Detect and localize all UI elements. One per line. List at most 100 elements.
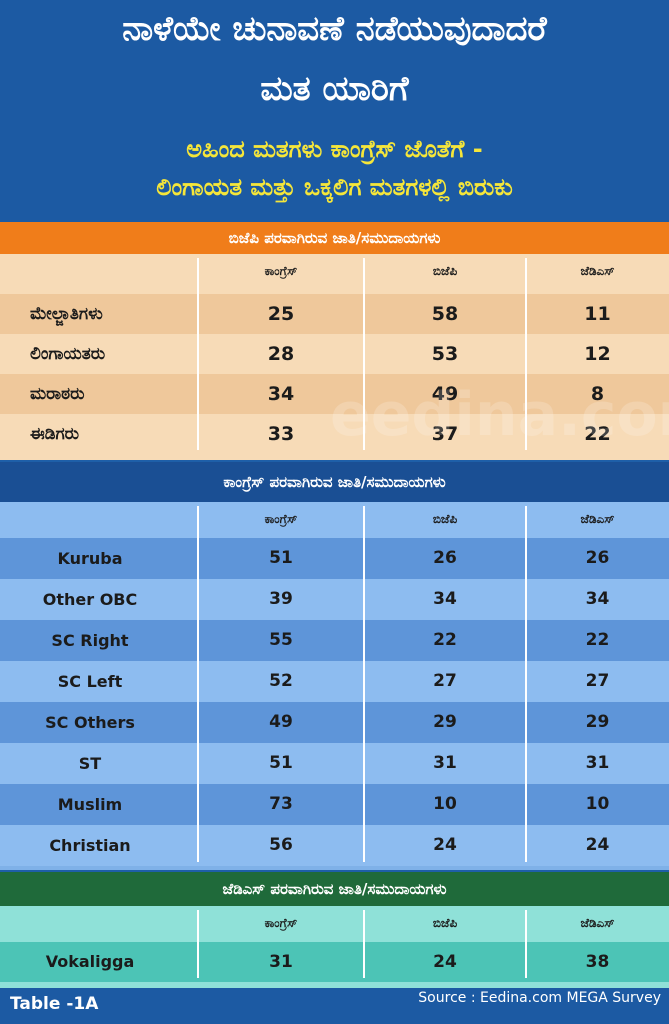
value-cell: 22 <box>585 630 610 650</box>
column-divider <box>525 506 527 862</box>
column-header: ಬಿಜೆಪಿ <box>432 264 458 278</box>
value-cell: 51 <box>269 548 293 568</box>
value-cell: 12 <box>584 343 611 365</box>
column-divider <box>363 258 365 450</box>
column-divider <box>525 258 527 450</box>
table-row: ST 51 31 31 <box>0 743 669 784</box>
row-label: ಲಿಂಗಾಯತರು <box>30 344 106 364</box>
value-cell: 38 <box>585 952 610 972</box>
value-cell: 53 <box>431 343 459 365</box>
column-divider <box>363 910 365 978</box>
group-band-jds: ಜೆಡಿಎಸ್ ಪರವಾಗಿರುವ ಜಾತಿ/ಸಮುದಾಯಗಳು <box>0 872 669 906</box>
subtitle-line-1: ಅಹಿಂದ ಮತಗಳು ಕಾಂಗ್ರೆಸ್ ಜೊತೆಗೆ - <box>186 135 483 163</box>
value-cell: 29 <box>433 712 457 732</box>
value-cell: 26 <box>585 548 610 568</box>
value-cell: 29 <box>585 712 610 732</box>
value-cell: 25 <box>267 303 295 325</box>
column-header: ಕಾಂಗ್ರೆಸ್ <box>264 916 298 930</box>
table-row: ಲಿಂಗಾಯತರು 28 53 12 <box>0 334 669 374</box>
value-cell: 24 <box>585 835 610 855</box>
column-divider <box>197 506 199 862</box>
row-label: ಮೇಲ್ಜಾತಿಗಳು <box>30 304 103 324</box>
value-cell: 34 <box>267 383 295 405</box>
title-line-1: ನಾಳೆಯೇ ಚುನಾವಣೆ ನಡೆಯುವುದಾದರೆ <box>122 9 547 49</box>
row-label: ಮರಾಠರು <box>30 384 85 404</box>
column-divider <box>363 506 365 862</box>
row-label: Muslim <box>57 795 123 814</box>
table-row: SC Left 52 27 27 <box>0 661 669 702</box>
value-cell: 27 <box>585 671 610 691</box>
value-cell: 34 <box>433 589 457 609</box>
value-cell: 11 <box>584 303 611 325</box>
value-cell: 27 <box>433 671 457 691</box>
row-label: ಈಡಿಗರು <box>30 424 80 444</box>
column-header-row: ಕಾಂಗ್ರೆಸ್ ಬಿಜೆಪಿ ಜೆಡಿಎಸ್ <box>0 502 669 538</box>
group-band-congress: ಕಾಂಗ್ರೆಸ್ ಪರವಾಗಿರುವ ಜಾತಿ/ಸಮುದಾಯಗಳು <box>0 462 669 502</box>
table-row: Kuruba 51 26 26 <box>0 538 669 579</box>
value-cell: 31 <box>585 753 610 773</box>
watermark: eedina.com <box>330 380 669 450</box>
value-cell: 22 <box>584 423 611 445</box>
value-cell: 56 <box>269 835 293 855</box>
row-label: SC Others <box>45 713 135 732</box>
column-header: ಜೆಡಿಎಸ್ <box>580 916 615 930</box>
source-note: Source : Eedina.com MEGA Survey <box>418 990 661 1006</box>
row-label: Kuruba <box>57 549 123 568</box>
table-row: Christian 56 24 24 <box>0 825 669 866</box>
footer-bar <box>0 988 669 1024</box>
group-section-jds: ಕಾಂಗ್ರೆಸ್ ಬಿಜೆಪಿ ಜೆಡಿಎಸ್ Vokaligga 31 24 38 <box>0 906 669 988</box>
value-cell: 33 <box>267 423 295 445</box>
table-row: ಮೇಲ್ಜಾತಿಗಳು 25 58 11 <box>0 294 669 334</box>
group-section-bjp: ಕಾಂಗ್ರೆಸ್ ಬಿಜೆಪಿ ಜೆಡಿಎಸ್ ಮೇಲ್ಜಾತಿಗಳು 25 58 11 ಲ… <box>0 254 669 460</box>
table-row: ಈಡಿಗರು 33 37 22 <box>0 414 669 454</box>
column-header: ಕಾಂಗ್ರೆಸ್ <box>264 512 298 526</box>
value-cell: 31 <box>433 753 457 773</box>
column-divider <box>197 910 199 978</box>
value-cell: 49 <box>431 383 459 405</box>
value-cell: 8 <box>590 383 605 405</box>
column-header: ಬಿಜೆಪಿ <box>432 512 458 526</box>
table-row: Vokaligga 31 24 38 <box>0 942 669 982</box>
column-header: ಜೆಡಿಎಸ್ <box>580 512 615 526</box>
table-label: Table -1A <box>10 994 99 1014</box>
value-cell: 10 <box>433 794 457 814</box>
value-cell: 58 <box>431 303 459 325</box>
value-cell: 31 <box>269 952 293 972</box>
row-label: ST <box>78 754 102 773</box>
value-cell: 28 <box>267 343 295 365</box>
table-row: ಮರಾಠರು 34 49 8 <box>0 374 669 414</box>
table-row: Muslim 73 10 10 <box>0 784 669 825</box>
value-cell: 22 <box>433 630 457 650</box>
table-row: SC Right 55 22 22 <box>0 620 669 661</box>
value-cell: 37 <box>431 423 459 445</box>
table-row: Other OBC 39 34 34 <box>0 579 669 620</box>
column-header: ಕಾಂಗ್ರೆಸ್ <box>264 264 298 278</box>
row-label: Other OBC <box>42 590 138 609</box>
group-band-bjp: ಬಿಜೆಪಿ ಪರವಾಗಿರುವ ಜಾತಿ/ಸಮುದಾಯಗಳು <box>0 222 669 254</box>
value-cell: 55 <box>269 630 293 650</box>
column-header-row: ಕಾಂಗ್ರೆಸ್ ಬಿಜೆಪಿ ಜೆಡಿಎಸ್ <box>0 906 669 942</box>
value-cell: 51 <box>269 753 293 773</box>
column-divider <box>197 258 199 450</box>
value-cell: 10 <box>585 794 610 814</box>
column-divider <box>525 910 527 978</box>
title-line-2: ಮತ ಯಾರಿಗೆ <box>260 69 409 109</box>
value-cell: 39 <box>269 589 293 609</box>
row-label: SC Right <box>51 631 129 650</box>
value-cell: 73 <box>269 794 293 814</box>
column-header: ಜೆಡಿಎಸ್ <box>580 264 615 278</box>
subtitle-line-2: ಲಿಂಗಾಯತ ಮತ್ತು ಒಕ್ಕಲಿಗ ಮತಗಳಲ್ಲಿ ಬಿರುಕು <box>156 173 513 201</box>
value-cell: 24 <box>433 835 457 855</box>
row-label: Christian <box>49 836 131 855</box>
row-label: Vokaligga <box>45 952 135 971</box>
value-cell: 52 <box>269 671 293 691</box>
table-row: SC Others 49 29 29 <box>0 702 669 743</box>
group-section-congress: ಕಾಂಗ್ರೆಸ್ ಬಿಜೆಪಿ ಜೆಡಿಎಸ್ Kuruba 51 26 26 Other … <box>0 502 669 870</box>
value-cell: 49 <box>269 712 293 732</box>
value-cell: 34 <box>585 589 610 609</box>
column-header: ಬಿಜೆಪಿ <box>432 916 458 930</box>
value-cell: 26 <box>433 548 457 568</box>
row-label: SC Left <box>57 672 123 691</box>
header: ನಾಳೆಯೇ ಚುನಾವಣೆ ನಡೆಯುವುದಾದರೆ ಮತ ಯಾರಿಗೆ ಅಹ… <box>0 0 669 222</box>
column-header-row: ಕಾಂಗ್ರೆಸ್ ಬಿಜೆಪಿ ಜೆಡಿಎಸ್ <box>0 254 669 294</box>
